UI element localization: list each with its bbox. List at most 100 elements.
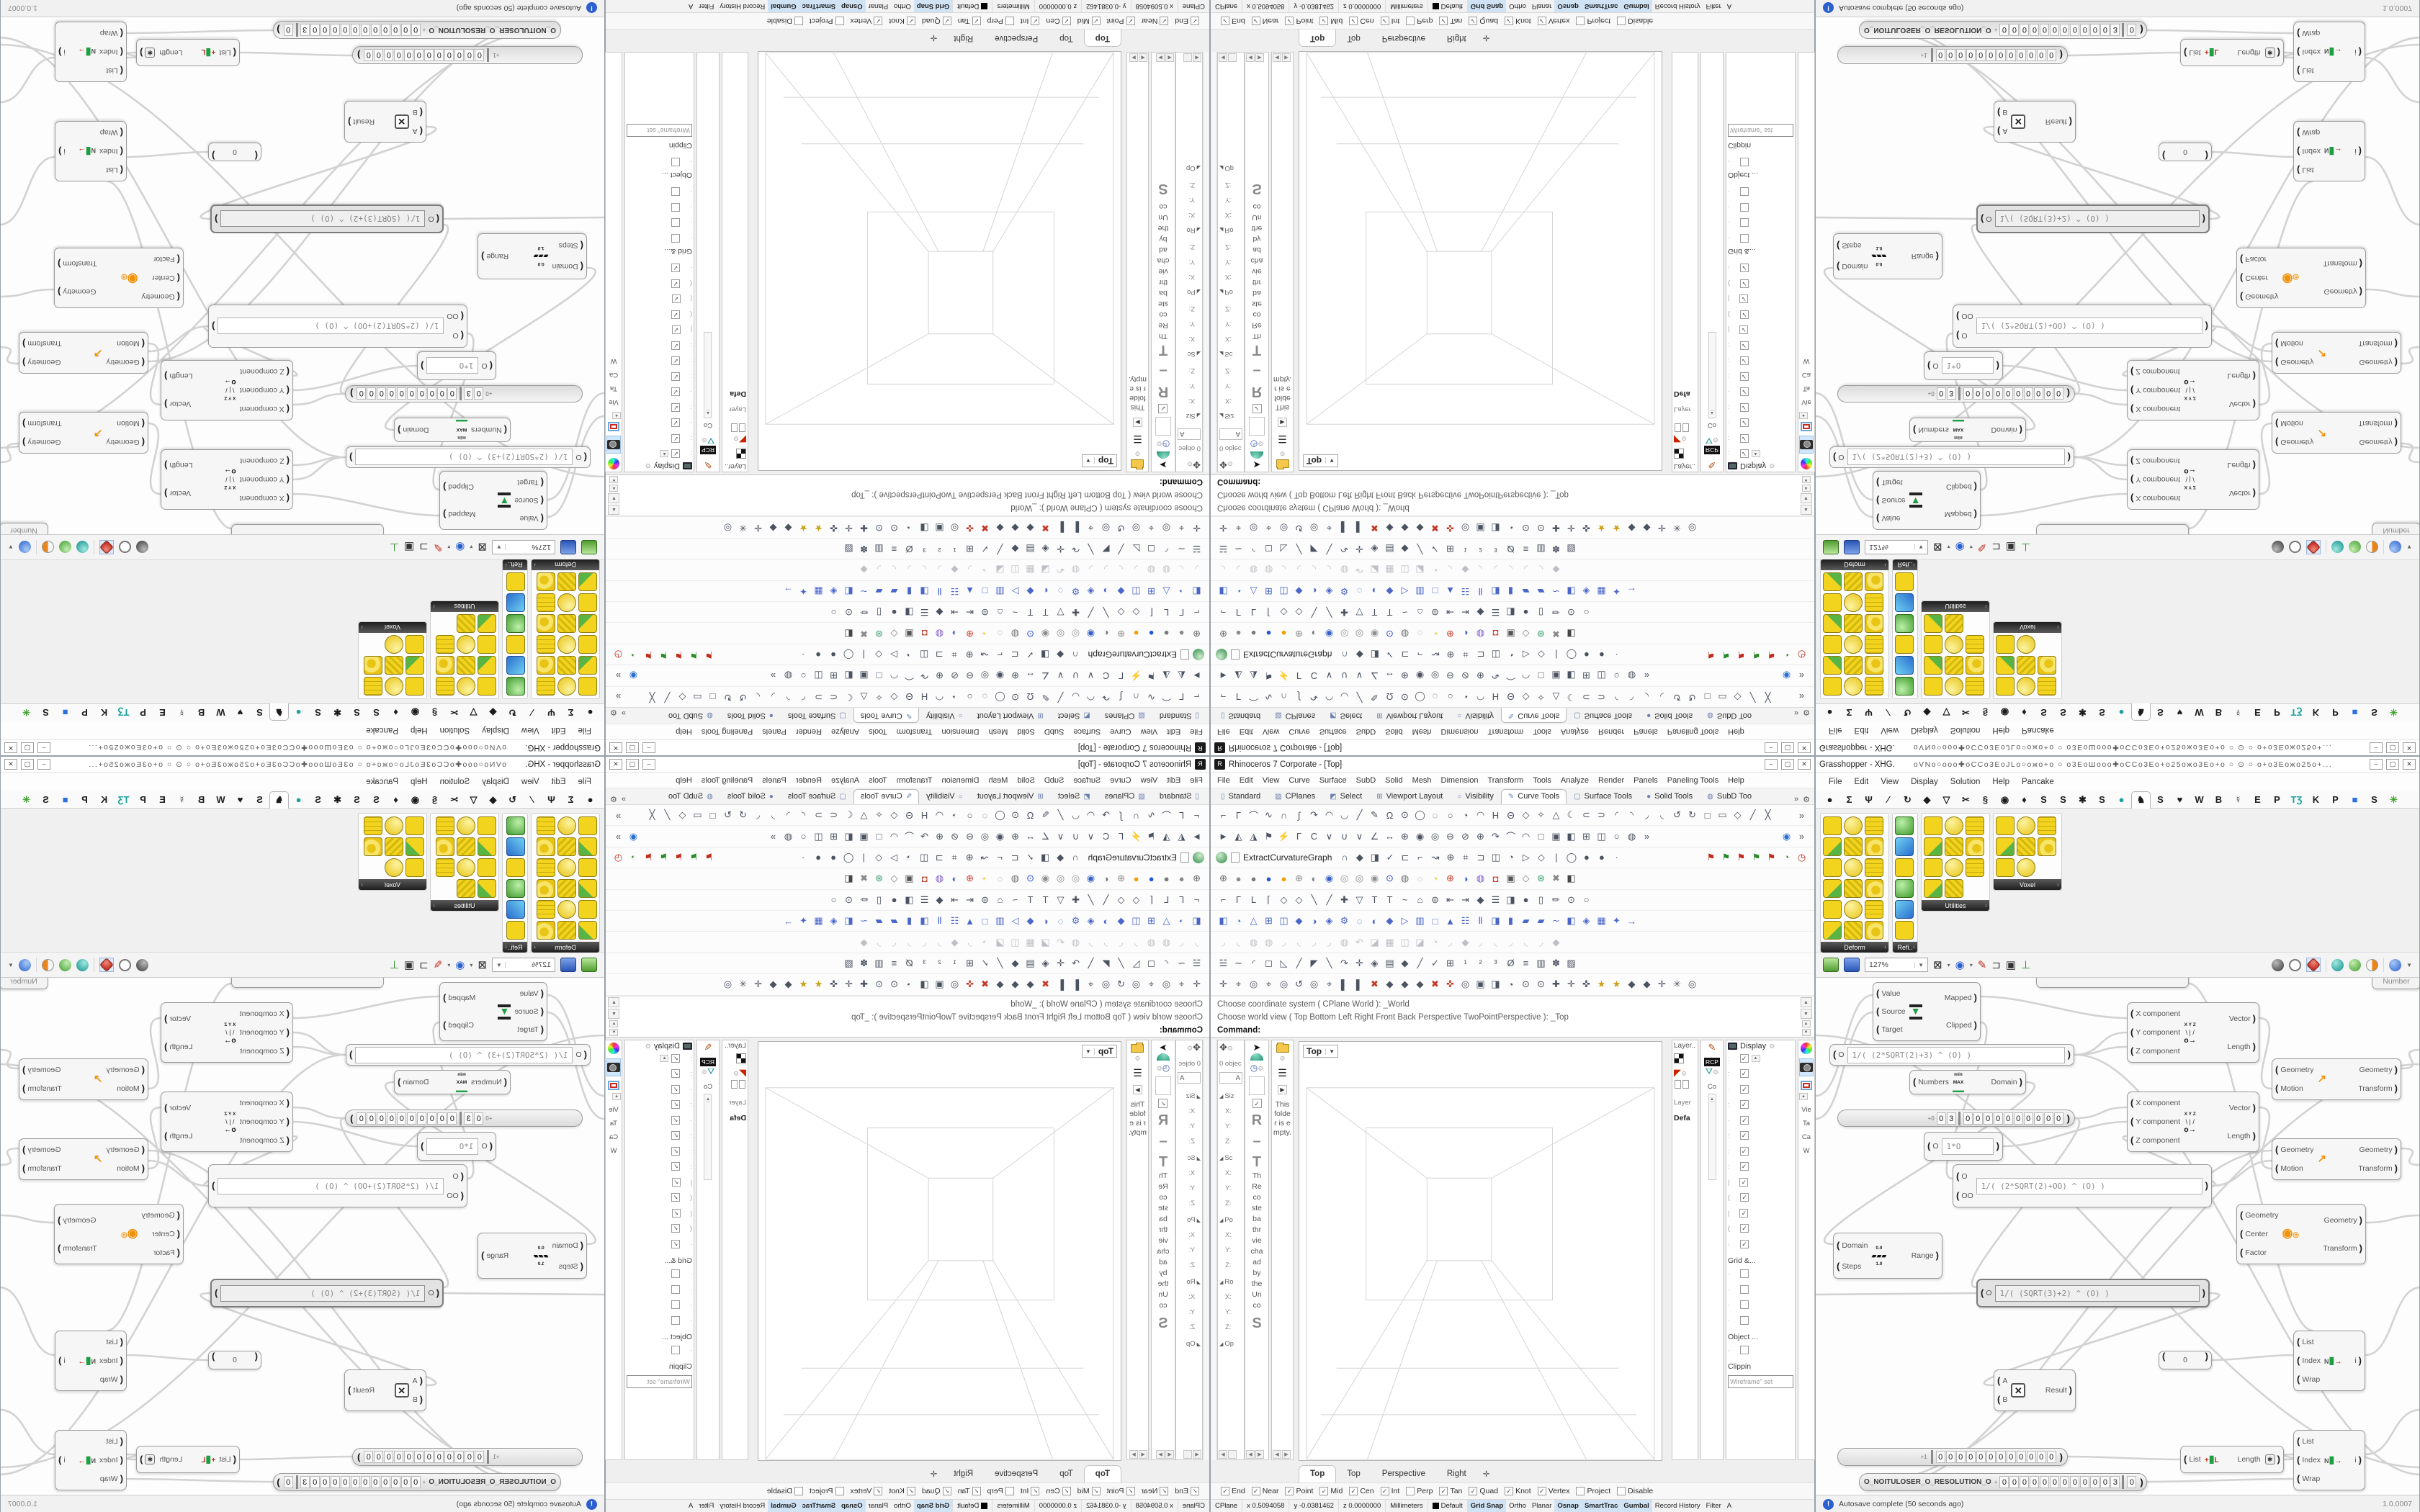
toolbar-icon[interactable]: Γ <box>1296 670 1302 681</box>
toolbar-icon[interactable]: L <box>1163 606 1170 618</box>
status-toggle-smarttrac[interactable]: SmartTrac <box>799 0 839 12</box>
toolbar-icon[interactable]: ◎ <box>1430 830 1440 842</box>
toolbar-icon[interactable]: ☾ <box>1567 809 1576 821</box>
wire[interactable] <box>2401 1147 2419 1166</box>
digit-cell[interactable]: 0 <box>434 49 444 61</box>
input-port-geometry[interactable]: ( <box>141 357 145 368</box>
toolbar-icon[interactable]: ● <box>1163 873 1170 884</box>
input-port-numbers[interactable]: ( <box>503 425 507 436</box>
toolbar-icon[interactable]: ◇ <box>875 649 883 661</box>
gh-component-tab-0[interactable]: ● <box>587 794 593 805</box>
gh-component-tab-28[interactable]: S <box>42 794 49 805</box>
rhino-menu-surface[interactable]: Surface <box>1319 727 1347 737</box>
gh-component-tab-7[interactable]: ✂ <box>1962 793 1970 805</box>
toolbar-icon[interactable]: ▰ <box>890 585 898 597</box>
checkbox-on[interactable] <box>1739 1069 1749 1079</box>
toolbar-icon[interactable]: ↺ <box>1295 978 1303 990</box>
gh-titlebar[interactable]: Grasshopper - XHG. oVNo○ooo✚oCCo3EoJLo○o… <box>1 739 604 755</box>
palette-component-icon[interactable] <box>557 858 576 877</box>
gh-node-digit-scroller-1[interactable]: +0 0 3 0 0 0 0 0 0 0 0 0 0) <box>1837 385 2075 402</box>
default-layer-label[interactable]: Defa <box>730 1114 746 1122</box>
maximize-button[interactable]: ▢ <box>21 742 34 753</box>
wire[interactable] <box>432 1021 475 1180</box>
gh-node-expression-2[interactable]: (O(OO 1/( (2*SQRT(2)+OO) ^ (O) )) <box>208 1164 467 1207</box>
wire[interactable] <box>2075 36 2419 459</box>
gh-node-partial-top-node[interactable] <box>231 524 384 535</box>
toolbar-icon[interactable]: ▥ <box>1536 544 1546 555</box>
scroll-up-small-icon[interactable]: ▲ <box>1801 1020 1811 1027</box>
toolbar-icon[interactable]: ⌒ <box>1162 690 1172 702</box>
toolbar-icon[interactable]: ▽ <box>1057 894 1065 905</box>
wire[interactable] <box>292 492 440 517</box>
output-port[interactable]: ) <box>357 1452 361 1462</box>
rhino-tab-select[interactable]: ◩ Select <box>1330 711 1363 720</box>
toolbar-icon[interactable]: ○ <box>967 809 973 821</box>
scroll-up-small-icon[interactable]: ▲ <box>609 485 619 492</box>
toolbar-icon[interactable]: ✽ <box>1552 957 1560 968</box>
panel-tab-label-ca[interactable]: Ca <box>1801 1133 1811 1141</box>
rhino-menu-file[interactable]: File <box>1190 775 1203 785</box>
toolbar-icon[interactable]: ≡ <box>1523 543 1529 554</box>
toolbar-icon[interactable]: ⊏ <box>1401 649 1410 661</box>
toolbar-icon[interactable]: ☾ <box>844 691 853 703</box>
checkbox-off[interactable] <box>1740 202 1749 212</box>
rhino-tab-standard[interactable]: ▯ Standard <box>1159 711 1199 720</box>
toolbar-icon[interactable]: ⊛ <box>1537 628 1545 639</box>
toolbar-icon[interactable]: L <box>1250 894 1257 906</box>
toolbar-icon[interactable]: ╱ <box>1356 809 1363 821</box>
toolbar-icon[interactable]: ⊐ <box>935 649 944 661</box>
digit-cell[interactable]: 0 <box>1986 49 1996 61</box>
checkbox-off[interactable] <box>1740 218 1749 228</box>
osnap-checkbox-quad[interactable] <box>1469 1487 1478 1495</box>
rhino-menu-subd[interactable]: SubD <box>1355 727 1376 737</box>
rhino-menu-paneling-tools[interactable]: Paneling Tools <box>701 727 753 737</box>
digit-cell[interactable]: 0 <box>427 1112 437 1125</box>
toolbar-icon[interactable]: ⊜ <box>1431 894 1439 905</box>
gh-menu-display[interactable]: Display <box>1911 778 1938 786</box>
rhino-menu-mesh[interactable]: Mesh <box>988 775 1008 785</box>
gh-menu-pancake[interactable]: Pancake <box>2022 778 2054 786</box>
input-port-wrap[interactable]: ( <box>2297 1374 2300 1385</box>
digit-cell[interactable]: 0 <box>400 1476 411 1488</box>
gh-node-vector-xyz-a[interactable]: (X component(Y component(Z component X Y … <box>161 449 293 510</box>
toolbar-icon[interactable]: ◠ <box>935 691 944 703</box>
toolbar-icon[interactable]: ↷ <box>920 830 928 842</box>
palette-component-icon[interactable] <box>1865 921 1883 940</box>
toolbar-icon[interactable]: ⚡ <box>1130 670 1142 682</box>
toolbar-icon[interactable]: ~ <box>1012 606 1018 618</box>
toolbar-icon[interactable]: ◈ <box>830 915 838 927</box>
toolbar-icon[interactable]: ◺ <box>1280 957 1288 968</box>
toolbar-icon[interactable]: ⊞ <box>1265 585 1273 597</box>
toolbar-icon[interactable]: ⊕ <box>1219 873 1227 884</box>
gh-component-tab-21[interactable]: ☿ <box>2234 707 2242 718</box>
toolbar-icon[interactable]: ⌐ <box>1220 606 1227 618</box>
osnap-checkbox-point[interactable] <box>1126 17 1135 25</box>
preview-green-icon[interactable] <box>58 958 71 971</box>
toolbar-icon[interactable]: » <box>1644 670 1650 681</box>
palette-component-icon[interactable] <box>506 635 525 654</box>
toolbar-icon[interactable]: ○ <box>1613 831 1620 842</box>
status-toggle-record-history[interactable]: Record History <box>720 1502 766 1510</box>
gh-menu-file[interactable]: File <box>1829 726 1842 734</box>
toolbar-icon[interactable]: ⌐ <box>1193 691 1200 703</box>
digit-cell[interactable]: 0 <box>340 24 350 36</box>
toolbar-icon[interactable]: ◆ <box>1117 915 1125 927</box>
toolbar-icon[interactable]: ✛ <box>1219 522 1227 534</box>
toolbar-icon[interactable]: ◌ <box>1417 628 1423 639</box>
rhino-menu-analyze[interactable]: Analyze <box>830 727 860 737</box>
open-file-icon[interactable] <box>581 540 597 554</box>
toolbar-icon[interactable]: ~ <box>1402 894 1408 906</box>
wire[interactable] <box>2365 1214 2419 1224</box>
gh-node-vector-xyz-b[interactable]: (X component(Y component(Z component X Y … <box>161 1092 293 1152</box>
input-port-wrap[interactable]: ( <box>120 28 123 39</box>
toolbar-icon[interactable]: ↺ <box>739 691 747 703</box>
gh-toolbar-icon-0[interactable]: ⊠ <box>478 541 487 553</box>
camera-button-active[interactable] <box>606 436 621 454</box>
viewport-dropdown-icon[interactable]: ▼ <box>1085 1048 1095 1055</box>
input-port-y-component[interactable]: ( <box>2130 385 2134 396</box>
input-port-a[interactable]: ( <box>1997 1375 2001 1386</box>
toolbar-icon[interactable]: ✦ <box>1613 915 1621 927</box>
toolbar-icon[interactable]: ∩ <box>1280 809 1288 821</box>
toolbar-icon[interactable]: ◆ <box>1355 851 1363 863</box>
section-ro[interactable]: Ro <box>1178 1278 1201 1286</box>
